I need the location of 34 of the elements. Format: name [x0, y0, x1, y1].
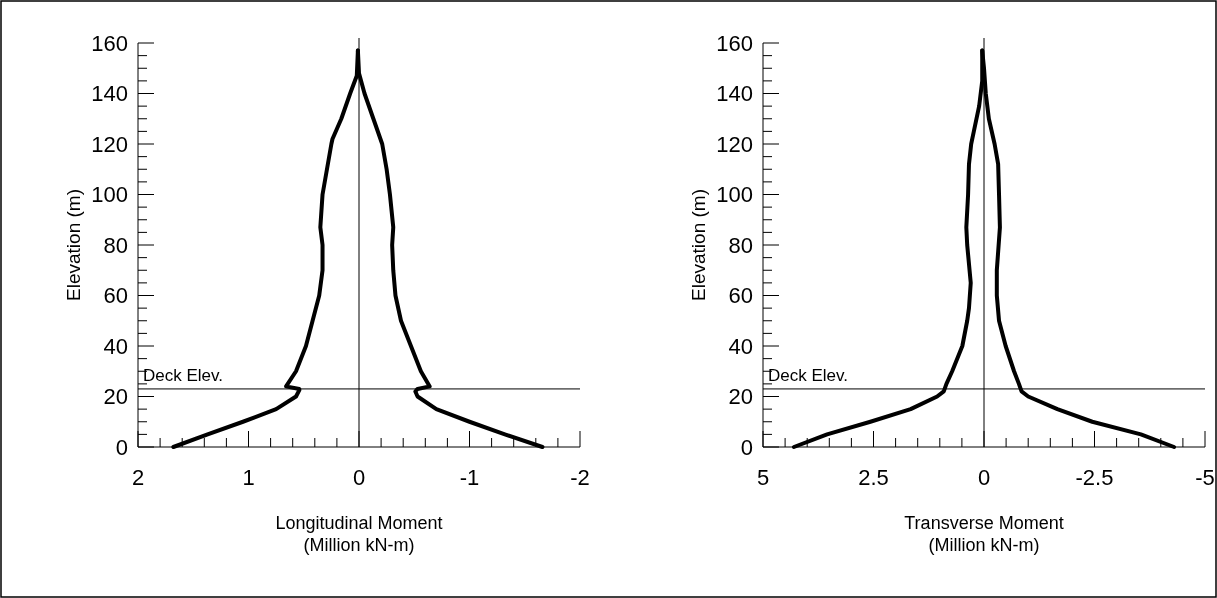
y-tick-label: 20	[103, 384, 128, 410]
y-tick-label: 140	[91, 81, 128, 107]
y-tick-label: 60	[728, 283, 753, 309]
x-tick-label: -1	[459, 465, 480, 490]
y-tick-label: 60	[103, 283, 128, 309]
y-tick-label: 100	[91, 182, 128, 208]
y-tick-label: 0	[740, 434, 753, 460]
x-tick-label: -2	[570, 465, 590, 490]
x-tick-label: -5	[1195, 465, 1215, 490]
x-tick-label: 1	[242, 465, 255, 490]
x-axis-title: Transverse Moment (Million kN-m)	[904, 513, 1064, 555]
y-tick-label: 20	[728, 384, 753, 410]
ref-line-label: Deck Elev.	[143, 365, 223, 385]
y-tick-label: 120	[91, 131, 128, 157]
y-tick-label: 140	[716, 81, 753, 107]
x-tick-label: 0	[977, 465, 991, 490]
y-tick-label: 80	[103, 232, 128, 258]
y-tick-label: 120	[716, 131, 753, 157]
x-tick-label: 2	[131, 465, 145, 490]
x-tick-label: 2.5	[858, 465, 889, 490]
y-tick-label: 100	[716, 182, 753, 208]
x-tick-label: 0	[352, 465, 366, 490]
ref-line-label: Deck Elev.	[768, 365, 848, 385]
y-tick-label: 40	[103, 333, 128, 359]
x-axis-title: Longitudinal Moment (Million kN-m)	[275, 513, 443, 555]
x-tick-label: -2.5	[1075, 465, 1114, 490]
x-tick-label: 5	[756, 465, 770, 490]
y-axis-title: Elevation (m)	[688, 189, 709, 301]
y-axis-title: Elevation (m)	[63, 189, 84, 301]
y-tick-label: 160	[716, 30, 753, 56]
y-tick-label: 0	[115, 434, 128, 460]
y-tick-label: 160	[91, 30, 128, 56]
y-tick-label: 40	[728, 333, 753, 359]
y-tick-label: 80	[728, 232, 753, 258]
